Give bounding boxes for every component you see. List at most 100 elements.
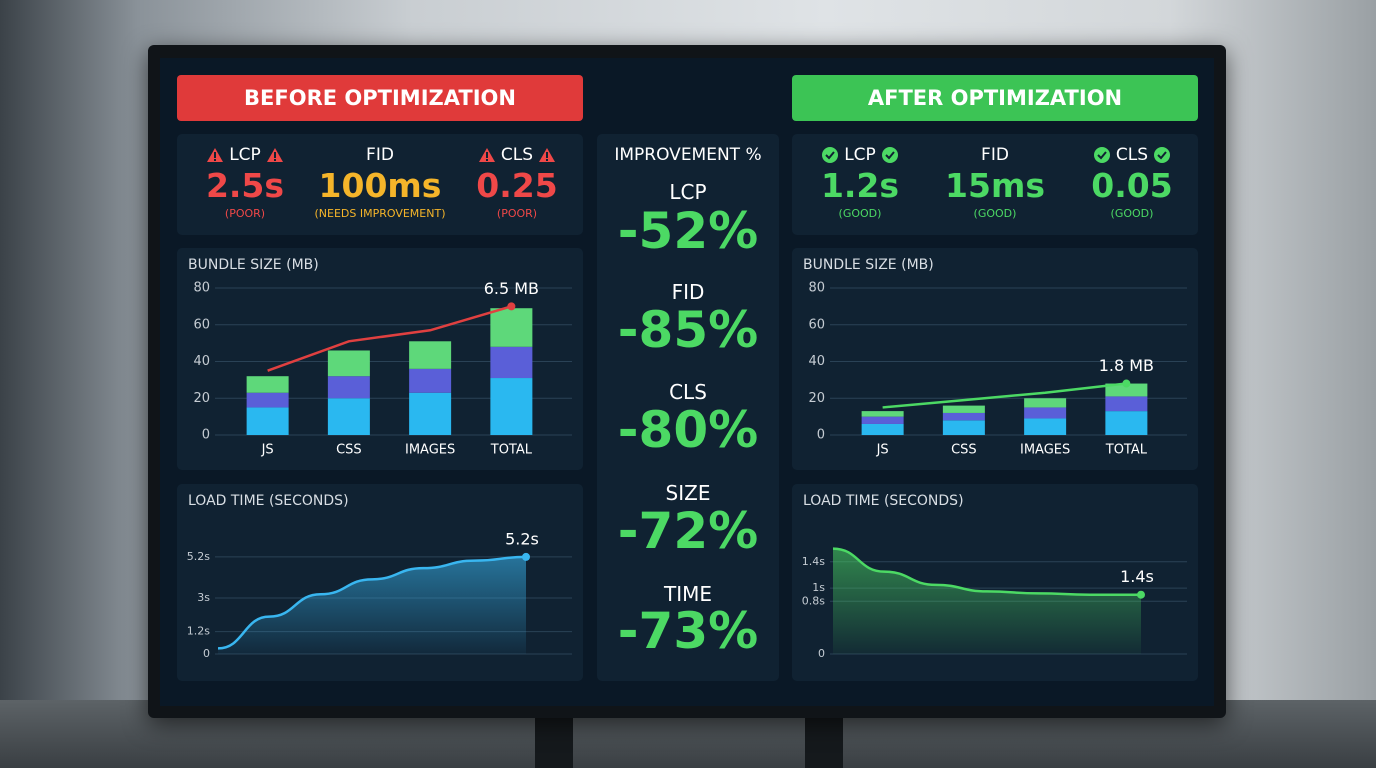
y-tick-label: 1.2s: [187, 625, 210, 638]
y-tick-label: 60: [193, 317, 210, 332]
y-tick-label: 0: [817, 428, 825, 443]
bar-segment: [490, 346, 533, 379]
annotation: 1.4s: [1120, 567, 1154, 586]
bar-segment: [246, 407, 289, 435]
x-tick-label: CSS: [336, 443, 362, 458]
metric-value: 2.5s: [205, 166, 285, 205]
bar-segment: [942, 405, 985, 413]
x-tick-label: JS: [876, 443, 889, 458]
trend-point: [1122, 379, 1131, 388]
x-tick-label: IMAGES: [405, 443, 455, 458]
y-tick-label: 40: [808, 354, 825, 369]
metric-status: (GOOD): [1110, 207, 1154, 220]
improvement-label: SIZE: [665, 481, 711, 505]
metric-label-row: LCP: [821, 144, 899, 166]
improvement-label: LCP: [669, 180, 707, 204]
y-tick-label: 0: [203, 647, 210, 660]
before-metrics: LCP 2.5s (POOR) FID 100ms (NEEDS IMPROVE…: [177, 134, 583, 235]
metric-label: LCP: [229, 145, 261, 165]
metric-value: 1.2s: [820, 166, 900, 205]
bundle-chart: BUNDLE SIZE (MB) 0 20 40 60 80 JS CSS IMAGES TOTA…: [177, 248, 583, 470]
y-tick-label: 0: [202, 428, 210, 443]
improvement-value: -80%: [617, 401, 759, 459]
metric-label: FID: [981, 145, 1009, 165]
improvement-value: -73%: [617, 602, 759, 660]
metric-status: (NEEDS IMPROVEMENT): [314, 207, 446, 220]
load-chart: LOAD TIME (SECONDS) 0 1.2s 3s 5.2s 5.2s: [177, 484, 583, 681]
metric-label: CLS: [1115, 145, 1149, 165]
bar-segment: [942, 420, 985, 435]
annotation: 5.2s: [505, 529, 539, 548]
y-tick-label: 1s: [812, 581, 825, 594]
area-fill: [833, 548, 1141, 654]
chart-title: LOAD TIME (SECONDS): [188, 493, 349, 509]
annotation: 6.5 MB: [484, 279, 539, 298]
metric: LCP 1.2s (GOOD): [790, 144, 930, 222]
x-tick-label: JS: [261, 443, 274, 458]
y-tick-label: 0.8s: [802, 594, 825, 607]
metric-status: (POOR): [496, 207, 538, 220]
y-tick-label: 60: [808, 317, 825, 332]
x-tick-label: TOTAL: [1105, 443, 1148, 458]
improvement-value: -85%: [617, 301, 759, 359]
metric-status: (POOR): [224, 207, 266, 220]
bar-segment: [327, 350, 370, 377]
warning-icon: [539, 148, 556, 162]
check-icon: [822, 147, 839, 163]
y-tick-label: 20: [808, 391, 825, 406]
metric-value: 0.25: [476, 166, 558, 205]
y-tick-label: 80: [193, 281, 210, 296]
annotation: 1.8 MB: [1099, 356, 1154, 375]
bar-segment: [861, 416, 904, 424]
metric-value: 100ms: [318, 166, 442, 205]
improvement-label: FID: [671, 280, 705, 304]
improvement-title: IMPROVEMENT %: [614, 145, 762, 165]
y-tick-label: 40: [193, 354, 210, 369]
y-tick-label: 1.4s: [802, 555, 825, 568]
metric: CLS 0.25 (POOR): [447, 144, 587, 222]
bar-segment: [490, 378, 533, 435]
trend-point: [507, 302, 516, 311]
metric-label: FID: [366, 145, 394, 165]
improvement-panel: IMPROVEMENT % LCP -52% FID -85% CLS -80%…: [597, 134, 779, 681]
bar-segment: [1105, 396, 1148, 412]
x-tick-label: CSS: [951, 443, 977, 458]
metric-label: CLS: [500, 145, 534, 165]
bar-segment: [327, 376, 370, 399]
check-icon: [1093, 147, 1110, 163]
chart-title: LOAD TIME (SECONDS): [803, 493, 964, 509]
metric-status: (GOOD): [838, 207, 882, 220]
trend-line: [267, 305, 512, 372]
metric-label-row: LCP: [206, 144, 284, 166]
trend-line: [882, 382, 1127, 409]
bar-segment: [409, 368, 452, 393]
bar-segment: [942, 412, 985, 421]
metric: CLS 0.05 (GOOD): [1062, 144, 1202, 222]
metric-value: 15ms: [945, 166, 1045, 205]
warning-icon: [207, 148, 224, 162]
end-point: [1137, 590, 1145, 599]
metric-label-row: CLS: [1093, 144, 1171, 166]
bar-segment: [1024, 407, 1067, 419]
bar-segment: [1024, 418, 1067, 435]
bar-segment: [409, 341, 452, 369]
after-header: AFTER OPTIMIZATION: [792, 75, 1198, 121]
bar-segment: [246, 392, 289, 408]
metric: FID 100ms (NEEDS IMPROVEMENT): [310, 144, 450, 222]
bar-segment: [1024, 398, 1067, 408]
metric-label: LCP: [844, 145, 876, 165]
bar-segment: [861, 423, 904, 435]
bar-segment: [1105, 383, 1148, 397]
after-metrics: LCP 1.2s (GOOD) FID 15ms (GOOD) CLS 0.05…: [792, 134, 1198, 235]
y-tick-label: 3s: [197, 591, 210, 604]
bar-segment: [490, 308, 533, 347]
metric: LCP 2.5s (POOR): [175, 144, 315, 222]
area-fill: [218, 556, 526, 654]
y-tick-label: 20: [193, 391, 210, 406]
bar-segment: [246, 376, 289, 393]
check-icon: [881, 147, 898, 163]
warning-icon: [478, 148, 495, 162]
metric-value: 0.05: [1091, 166, 1173, 205]
